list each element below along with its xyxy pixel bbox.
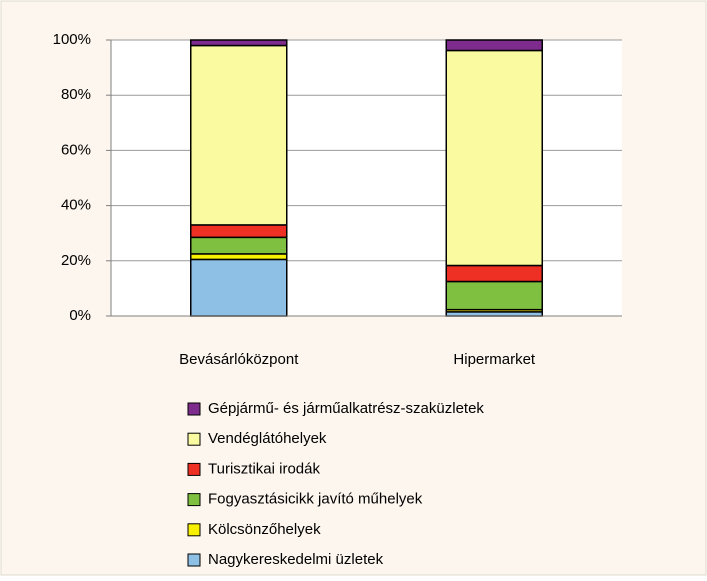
- x-tick-label: Bevásárlóközpont: [179, 351, 299, 368]
- legend-label: Nagykereskedelmi üzletek: [208, 551, 384, 568]
- bar-segment: [190, 224, 288, 239]
- legend-label: Vendéglátóhelyek: [208, 430, 327, 447]
- y-tick-label: 40%: [61, 197, 91, 214]
- legend-swatch: [187, 402, 201, 416]
- legend-swatch: [187, 523, 201, 537]
- y-tick-label: 60%: [61, 141, 91, 158]
- bar-segment: [445, 280, 543, 311]
- legend-label: Kölcsönzőhelyek: [208, 521, 321, 538]
- bar-segment: [190, 258, 288, 317]
- bar-segment: [190, 39, 288, 47]
- legend-swatch: [187, 553, 201, 567]
- x-tick-label: Hipermarket: [453, 351, 536, 368]
- legend-label: Turisztikai irodák: [208, 460, 320, 477]
- bar-segment: [445, 264, 543, 283]
- legend-label: Fogyasztásicikk javító műhelyek: [208, 491, 423, 508]
- bar-segment: [190, 253, 288, 261]
- legend-swatch: [187, 462, 201, 476]
- plot-area: [111, 40, 622, 316]
- legend-swatch: [187, 432, 201, 446]
- legend-swatch: [187, 493, 201, 507]
- y-tick-label: 80%: [61, 86, 91, 103]
- bar-segment: [190, 44, 288, 226]
- y-tick-label: 0%: [69, 307, 91, 324]
- bar-segment: [445, 39, 543, 52]
- bar-segment: [190, 236, 288, 255]
- y-tick-label: 100%: [53, 31, 91, 48]
- bar-segment: [445, 49, 543, 267]
- legend-label: Gépjármű- és járműalkatrész-szaküzletek: [208, 400, 484, 417]
- y-tick-label: 20%: [61, 252, 91, 269]
